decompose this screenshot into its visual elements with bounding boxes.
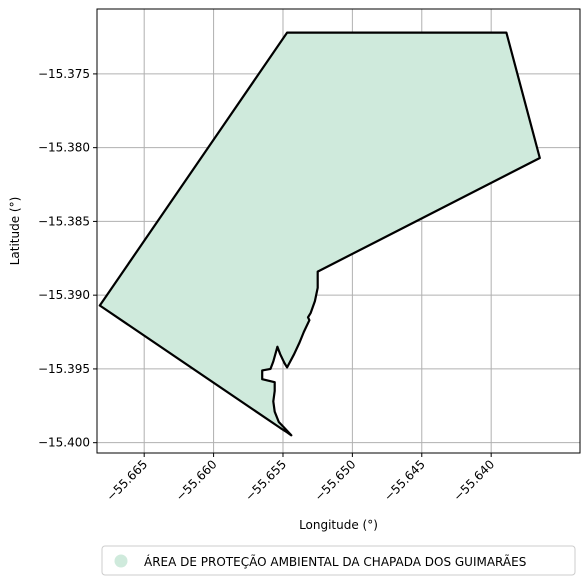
x-axis-label: Longitude (°) [299,518,378,532]
y-tick-label-5: −15.400 [38,436,90,450]
x-tick-label-1: −55.660 [173,457,220,504]
legend-label: ÁREA DE PROTEÇÃO AMBIENTAL DA CHAPADA DO… [144,554,526,569]
protected-area-polygon-0 [98,31,541,437]
legend: ÁREA DE PROTEÇÃO AMBIENTAL DA CHAPADA DO… [101,545,576,576]
plot-frame [96,8,581,454]
y-tick-label-3: −15.390 [38,288,90,302]
x-tick-label-5: −55.640 [451,457,498,504]
y-tick-label-2: −15.385 [38,214,90,228]
x-tick-label-3: −55.650 [312,457,359,504]
x-tick-label-4: −55.645 [381,457,428,504]
legend-marker [114,554,128,568]
legend-box [101,545,576,576]
y-tick-label-4: −15.395 [38,362,90,376]
protected-area-polygon-layer [98,31,541,437]
y-axis-ticks: −15.375 −15.380 −15.385 −15.390 −15.395 −15.4… [38,67,97,450]
x-axis-ticks: −55.665 −55.660 −55.655 −55.650 −55.645 −55.6… [104,453,498,504]
y-axis-label: Latitude (°) [8,197,22,266]
x-tick-label-2: −55.655 [242,457,289,504]
x-tick-label-0: −55.665 [104,457,151,504]
y-tick-label-0: −15.375 [38,67,90,81]
y-tick-label-1: −15.380 [38,141,90,155]
